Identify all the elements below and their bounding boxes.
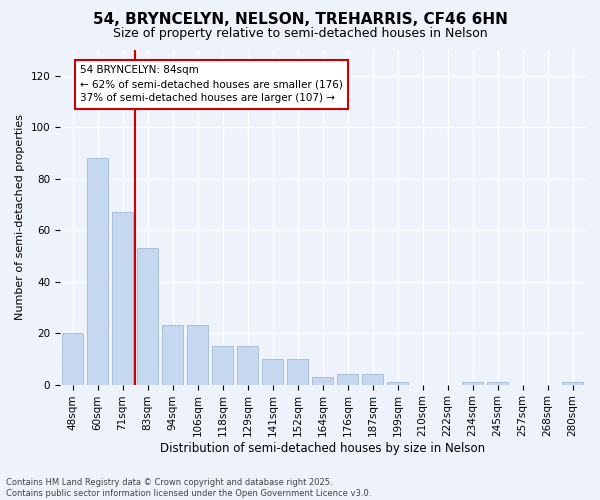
Bar <box>337 374 358 384</box>
Bar <box>462 382 483 384</box>
Text: 54, BRYNCELYN, NELSON, TREHARRIS, CF46 6HN: 54, BRYNCELYN, NELSON, TREHARRIS, CF46 6… <box>92 12 508 28</box>
Bar <box>212 346 233 385</box>
Bar <box>237 346 258 385</box>
Bar <box>562 382 583 384</box>
Bar <box>262 359 283 384</box>
Bar <box>312 377 333 384</box>
Bar <box>87 158 108 384</box>
Bar <box>287 359 308 384</box>
Bar <box>162 326 183 384</box>
Text: Size of property relative to semi-detached houses in Nelson: Size of property relative to semi-detach… <box>113 28 487 40</box>
Bar <box>362 374 383 384</box>
Bar <box>137 248 158 384</box>
Text: 54 BRYNCELYN: 84sqm
← 62% of semi-detached houses are smaller (176)
37% of semi-: 54 BRYNCELYN: 84sqm ← 62% of semi-detach… <box>80 66 343 104</box>
Text: Contains HM Land Registry data © Crown copyright and database right 2025.
Contai: Contains HM Land Registry data © Crown c… <box>6 478 371 498</box>
Bar <box>62 333 83 384</box>
Bar <box>187 326 208 384</box>
Bar <box>112 212 133 384</box>
Y-axis label: Number of semi-detached properties: Number of semi-detached properties <box>15 114 25 320</box>
Bar <box>387 382 408 384</box>
Bar <box>487 382 508 384</box>
X-axis label: Distribution of semi-detached houses by size in Nelson: Distribution of semi-detached houses by … <box>160 442 485 455</box>
